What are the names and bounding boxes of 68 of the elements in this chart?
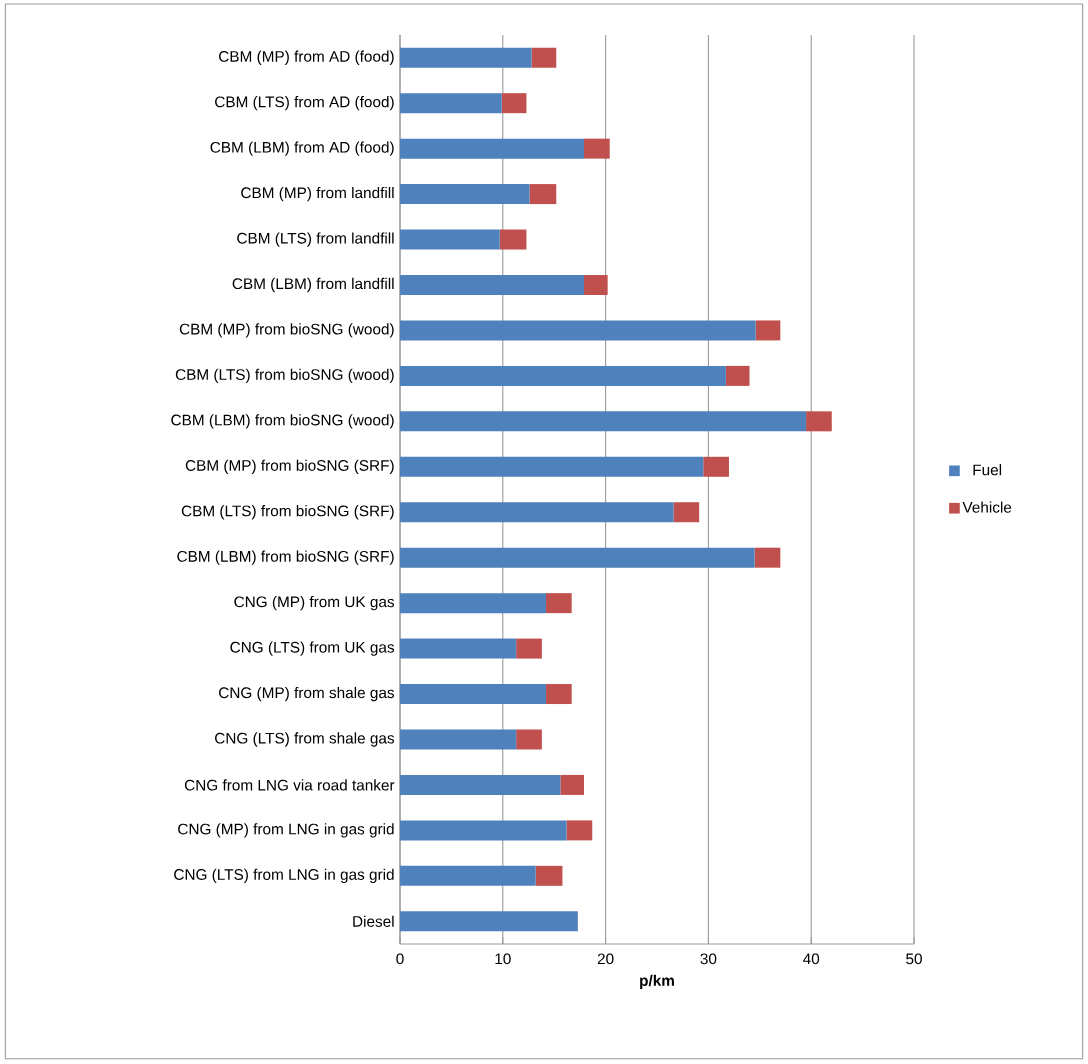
bar — [400, 274, 585, 295]
y-tick-label: CNG from LNG via road tanker — [184, 779, 395, 791]
x-tick-label: 20 — [597, 953, 614, 965]
y-tick-label: CBM (MP) from bioSNG (SRF) — [185, 459, 394, 474]
y-tick-label: CBM (LBM) from AD (food) — [210, 141, 394, 156]
bar — [725, 365, 750, 386]
y-tick-label: CBM (MP) from AD (food) — [219, 50, 394, 65]
bar — [584, 274, 608, 295]
bar — [400, 684, 546, 705]
bar — [400, 411, 807, 432]
bar — [806, 411, 832, 432]
bar — [545, 684, 572, 705]
bar — [400, 456, 704, 477]
bar — [400, 93, 502, 114]
bar — [400, 184, 530, 205]
x-tick-label: 50 — [906, 953, 922, 965]
y-tick-label: CNG (MP) from shale gas — [219, 686, 395, 702]
bar — [584, 138, 610, 159]
bar — [400, 229, 500, 250]
y-tick-label: CNG (MP) from LNG in gas grid — [178, 823, 394, 838]
y-tick-label: CBM (LTS) from landfill — [237, 232, 394, 247]
bar — [400, 365, 726, 386]
bar — [400, 911, 578, 932]
y-tick-label: CBM (MP) from landfill — [241, 186, 394, 202]
bar — [400, 547, 755, 568]
bar — [400, 593, 546, 614]
bar — [400, 320, 756, 341]
y-tick-label: CBM (LBM) from bioSNG (wood) — [171, 414, 394, 429]
y-tick-label: CNG (LTS) from shale gas — [215, 732, 395, 747]
legend-label: Vehicle — [962, 501, 1012, 513]
bar — [501, 93, 527, 114]
bar — [516, 729, 542, 750]
bar — [499, 229, 527, 250]
x-tick-label: 40 — [803, 953, 820, 965]
y-tick-label: CNG (MP) from UK gas — [234, 595, 395, 611]
x-tick-label: 0 — [396, 953, 404, 965]
bar — [754, 547, 781, 568]
bar — [755, 320, 781, 341]
bar — [400, 774, 561, 795]
bar — [400, 638, 517, 659]
y-tick-label: CBM (LTS) from AD (food) — [215, 96, 394, 111]
legend-label: Fuel — [973, 464, 1002, 476]
y-tick-label: CBM (LBM) from landfill — [232, 277, 394, 293]
y-tick-label: CNG (LTS) from UK gas — [230, 641, 395, 656]
bar — [400, 729, 517, 750]
bar — [560, 774, 585, 795]
bar — [400, 502, 674, 523]
bar — [566, 820, 593, 841]
bar — [400, 820, 567, 841]
bar — [400, 138, 585, 159]
y-tick-label: Diesel — [353, 915, 394, 927]
bar — [673, 502, 700, 523]
y-tick-label: CBM (LTS) from bioSNG (SRF) — [181, 505, 394, 520]
x-tick-label: 10 — [495, 953, 511, 965]
x-axis-title: p/km — [640, 974, 674, 990]
y-tick-label: CBM (MP) from bioSNG (wood) — [179, 323, 394, 338]
bar — [400, 865, 536, 886]
bar — [535, 865, 563, 886]
y-tick-label: CBM (LTS) from bioSNG (wood) — [175, 368, 394, 384]
bar — [531, 47, 557, 68]
bar — [529, 184, 557, 205]
y-tick-label: CNG (LTS) from LNG in gas grid — [174, 868, 394, 883]
x-tick-label: 30 — [700, 953, 717, 965]
bar — [545, 593, 572, 614]
bar — [516, 638, 542, 659]
bar — [400, 47, 532, 68]
y-tick-label: CBM (LBM) from bioSNG (SRF) — [177, 550, 394, 565]
bar — [703, 456, 729, 477]
